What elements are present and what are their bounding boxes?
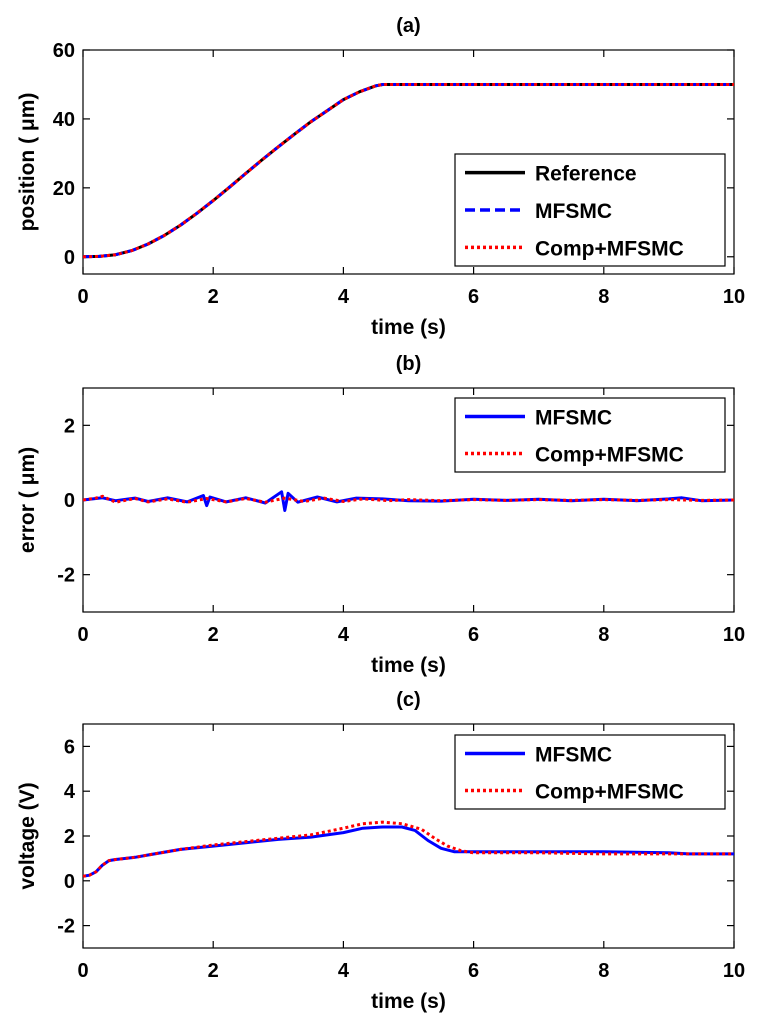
x-axis-label: time (s) xyxy=(371,654,446,677)
x-tick-label: 2 xyxy=(208,286,219,308)
x-tick-label: 4 xyxy=(338,960,350,982)
y-tick-label: 20 xyxy=(53,178,75,200)
x-tick-label: 6 xyxy=(468,286,479,308)
legend-label: MFSMC xyxy=(535,407,612,430)
legend: Reference MFSMC Comp+MFSMC xyxy=(454,153,726,267)
y-tick-label: -2 xyxy=(57,916,75,938)
y-tick-label: 2 xyxy=(64,415,75,437)
legend-box xyxy=(454,734,726,810)
series-line-comp-mfsmc xyxy=(83,494,734,504)
x-tick-label: 2 xyxy=(208,960,219,982)
y-tick-label: 0 xyxy=(64,871,75,893)
legend-box xyxy=(454,397,726,473)
y-tick-label: 0 xyxy=(64,490,75,512)
legend-label: Reference xyxy=(535,163,637,186)
panel-b: (b) 0 2 4 6 8 10 -2 0 2 time (s) error ( μm) MFSMC Co… xyxy=(16,353,745,677)
y-tick-label: 2 xyxy=(64,826,75,848)
x-axis-label: time (s) xyxy=(371,316,446,339)
x-tick-label: 6 xyxy=(468,960,479,982)
legend-label: MFSMC xyxy=(535,744,612,767)
x-tick-label: 6 xyxy=(468,624,479,646)
y-axis-label: voltage (V) xyxy=(16,782,39,889)
legend: MFSMC Comp+MFSMC xyxy=(454,397,726,473)
legend-label: Comp+MFSMC xyxy=(535,237,684,260)
legend-label: Comp+MFSMC xyxy=(535,781,684,804)
panel-a: (a) 0 2 4 6 8 10 0 20 40 60 time (s) position ( μm) R… xyxy=(16,15,745,339)
legend-label: MFSMC xyxy=(535,200,612,223)
x-tick-label: 4 xyxy=(338,624,350,646)
axes-box xyxy=(82,49,735,275)
y-axis-label: position ( μm) xyxy=(16,93,39,232)
panel-title: (a) xyxy=(396,15,420,37)
x-tick-label: 2 xyxy=(208,624,219,646)
x-tick-label: 0 xyxy=(77,960,88,982)
series-line-comp-mfsmc xyxy=(83,83,734,259)
x-tick-label: 4 xyxy=(338,286,350,308)
x-tick-label: 10 xyxy=(723,960,745,982)
x-axis-label: time (s) xyxy=(371,990,446,1013)
x-tick-label: 10 xyxy=(723,624,745,646)
y-tick-label: 60 xyxy=(53,40,75,62)
y-tick-label: -2 xyxy=(57,565,75,587)
x-tick-label: 8 xyxy=(598,960,609,982)
legend: MFSMC Comp+MFSMC xyxy=(454,734,726,810)
y-tick-label: 0 xyxy=(64,247,75,269)
y-tick-label: 4 xyxy=(64,781,76,803)
x-tick-label: 8 xyxy=(598,624,609,646)
x-tick-label: 0 xyxy=(77,624,88,646)
panel-title: (b) xyxy=(396,353,422,375)
panel-title: (c) xyxy=(396,689,420,711)
y-tick-label: 40 xyxy=(53,109,75,131)
x-tick-label: 10 xyxy=(723,286,745,308)
x-tick-label: 0 xyxy=(77,286,88,308)
y-tick-label: 6 xyxy=(64,736,75,758)
series-line-mfsmc xyxy=(83,825,734,878)
y-axis-label: error ( μm) xyxy=(16,447,39,553)
legend-label: Comp+MFSMC xyxy=(535,444,684,467)
x-tick-label: 8 xyxy=(598,286,609,308)
